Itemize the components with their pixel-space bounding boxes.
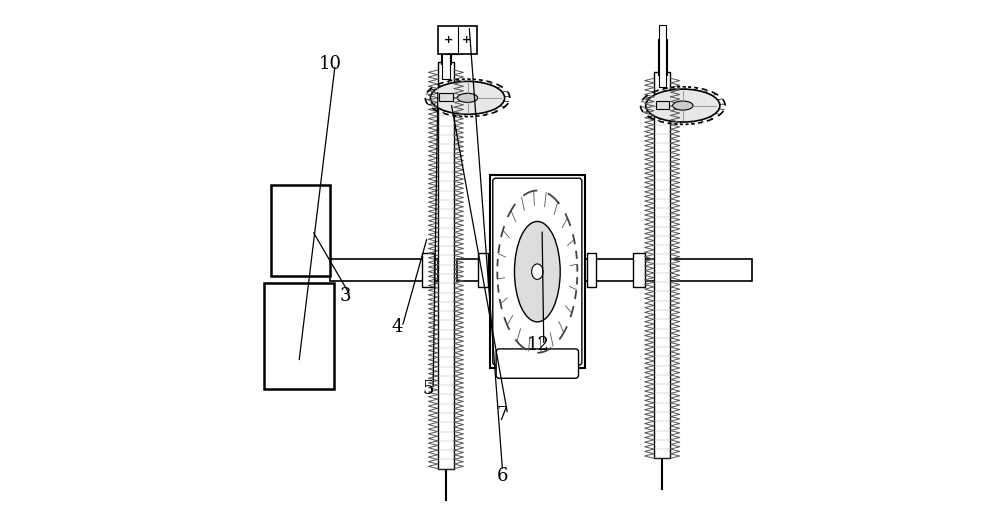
- Bar: [490, 175, 585, 368]
- Bar: [656, 100, 669, 109]
- Text: 10: 10: [319, 56, 342, 73]
- Ellipse shape: [646, 89, 720, 122]
- Bar: [658, 39, 667, 75]
- Bar: [654, 72, 670, 458]
- Ellipse shape: [457, 93, 478, 102]
- Bar: [264, 283, 334, 389]
- Text: +: +: [462, 35, 471, 45]
- FancyBboxPatch shape: [493, 178, 582, 365]
- Ellipse shape: [532, 264, 543, 279]
- FancyBboxPatch shape: [496, 349, 579, 378]
- Bar: [587, 253, 596, 287]
- Bar: [330, 259, 438, 281]
- Bar: [442, 35, 450, 79]
- Bar: [438, 62, 454, 469]
- Ellipse shape: [514, 221, 560, 322]
- Bar: [478, 253, 488, 287]
- Bar: [271, 185, 330, 276]
- Bar: [659, 25, 666, 87]
- Bar: [422, 253, 434, 287]
- Ellipse shape: [673, 101, 693, 110]
- Ellipse shape: [430, 81, 505, 114]
- Text: 5: 5: [422, 380, 434, 398]
- Bar: [633, 253, 645, 287]
- Bar: [441, 28, 451, 64]
- Text: +: +: [444, 35, 453, 45]
- Text: 3: 3: [340, 287, 351, 305]
- Text: 4: 4: [391, 318, 403, 336]
- Text: 12: 12: [527, 336, 550, 354]
- Text: 7: 7: [497, 406, 508, 423]
- Bar: [438, 26, 477, 54]
- Text: 6: 6: [497, 468, 508, 485]
- Bar: [439, 93, 453, 101]
- Bar: [457, 259, 752, 281]
